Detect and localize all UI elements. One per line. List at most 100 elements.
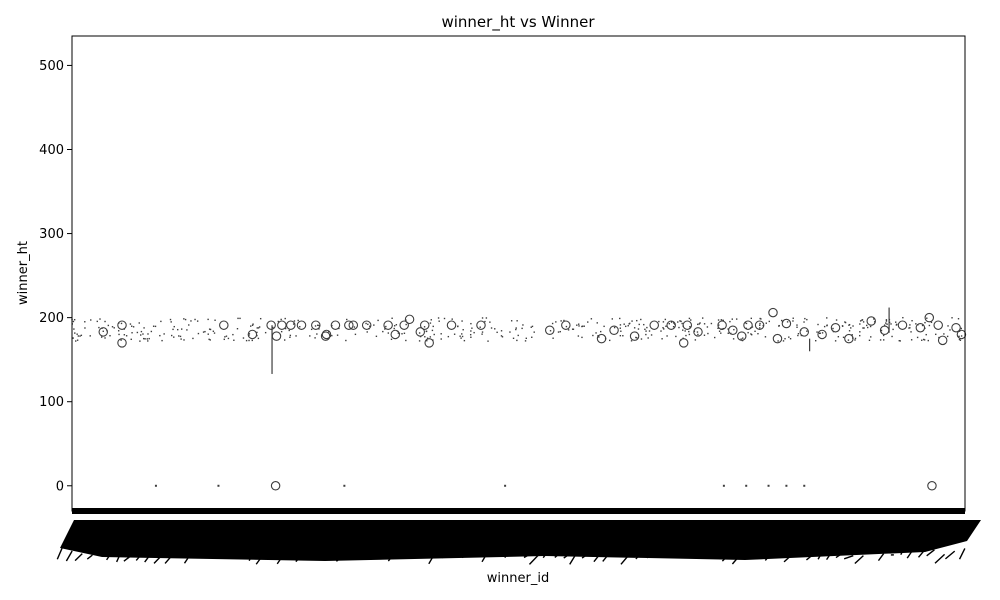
box-median-mark — [148, 337, 150, 340]
box-median-mark — [685, 334, 687, 337]
box-median-mark — [706, 326, 709, 328]
box-median-mark — [563, 319, 565, 322]
outlier-point — [844, 333, 854, 344]
box-median-mark — [551, 322, 554, 325]
box-median-mark — [668, 323, 671, 325]
box-median-mark — [786, 321, 789, 323]
box-median-mark — [212, 330, 215, 332]
box-median-mark — [391, 317, 393, 319]
box-median-mark — [248, 334, 250, 337]
box-median-mark — [207, 333, 209, 335]
box-median-mark — [603, 325, 605, 328]
box-median-mark — [393, 327, 395, 330]
box-median-mark — [186, 329, 188, 331]
box-median-mark — [899, 340, 901, 342]
box-median-mark — [784, 338, 786, 340]
box-median-mark — [720, 319, 723, 321]
x-tick-label — [106, 550, 114, 561]
box-median-mark — [662, 321, 665, 323]
box-median-mark — [647, 337, 649, 339]
box-median-mark — [658, 320, 660, 323]
box-median-mark — [661, 338, 663, 340]
x-tick-label — [123, 553, 134, 562]
box-median-mark — [277, 320, 280, 323]
box-median-mark — [958, 335, 960, 338]
outlier-point — [743, 320, 753, 330]
box-median-mark — [664, 318, 667, 321]
box-median-mark — [233, 339, 235, 341]
outlier-point — [879, 325, 890, 335]
box-median-mark — [896, 323, 898, 326]
box-median-mark — [863, 327, 865, 329]
box-median-mark — [297, 319, 299, 322]
box-median-mark — [248, 333, 251, 335]
box-median-mark — [264, 331, 267, 334]
box-median-mark — [682, 329, 684, 331]
zero-mark — [504, 484, 507, 487]
box-median-mark — [891, 335, 893, 338]
box-median-mark — [847, 339, 850, 341]
outlier-point — [678, 338, 689, 348]
box-median-mark — [624, 325, 627, 328]
box-median-mark — [120, 339, 122, 341]
box-median-mark — [470, 322, 472, 325]
outlier-point — [399, 320, 409, 330]
box-median-mark — [859, 320, 862, 322]
box-median-mark — [80, 334, 83, 337]
box-median-mark — [926, 317, 928, 319]
box-median-mark — [742, 337, 744, 339]
box-median-mark — [232, 333, 234, 336]
outlier-point — [117, 320, 127, 330]
box-median-mark — [714, 336, 716, 339]
box-median-mark — [549, 330, 552, 332]
box-median-mark — [280, 330, 283, 333]
box-median-mark — [777, 340, 779, 342]
box-median-mark — [531, 336, 533, 338]
box-median-mark — [782, 340, 785, 342]
box-median-mark — [140, 330, 143, 333]
x-tick-label — [217, 548, 225, 555]
box-median-mark — [730, 332, 732, 335]
box-median-mark — [178, 335, 180, 337]
box-median-mark — [696, 331, 699, 333]
x-tick-label — [265, 554, 276, 560]
box-median-mark — [447, 335, 450, 338]
box-median-mark — [284, 327, 287, 330]
box-median-mark — [915, 323, 917, 325]
box-median-mark — [496, 331, 498, 334]
box-median-mark — [947, 325, 949, 327]
box-median-mark — [377, 319, 379, 322]
x-tick-label — [198, 551, 205, 558]
box-median-mark — [336, 334, 339, 336]
box-median-mark — [680, 320, 682, 323]
box-median-mark — [179, 335, 182, 338]
box-median-mark — [866, 326, 869, 329]
box-median-mark — [365, 322, 367, 325]
box-median-mark — [759, 327, 761, 329]
x-tick-label — [906, 547, 915, 559]
box-median-mark — [744, 322, 746, 324]
box-median-mark — [397, 332, 400, 334]
box-median-mark — [637, 328, 640, 330]
box-median-mark — [161, 339, 163, 342]
box-median-mark — [516, 320, 518, 322]
x-tick-label — [135, 551, 144, 561]
box-median-mark — [868, 339, 871, 342]
x-tick-label — [523, 554, 529, 559]
box-median-mark — [245, 339, 248, 342]
box-median-mark — [598, 336, 600, 338]
box-median-mark — [393, 325, 396, 327]
x-tick-label — [86, 554, 93, 560]
x-tick-label — [877, 553, 885, 562]
box-median-mark — [688, 333, 691, 336]
x-tick-label — [721, 551, 733, 562]
box-median-mark — [426, 339, 428, 342]
x-tick-label — [461, 554, 469, 559]
box-median-mark — [251, 339, 253, 342]
box-median-mark — [192, 337, 194, 340]
box-median-mark — [395, 324, 398, 326]
outlier-point — [311, 320, 321, 330]
box-median-mark — [90, 319, 92, 321]
plot-frame — [71, 35, 966, 512]
box-median-mark — [131, 332, 133, 334]
